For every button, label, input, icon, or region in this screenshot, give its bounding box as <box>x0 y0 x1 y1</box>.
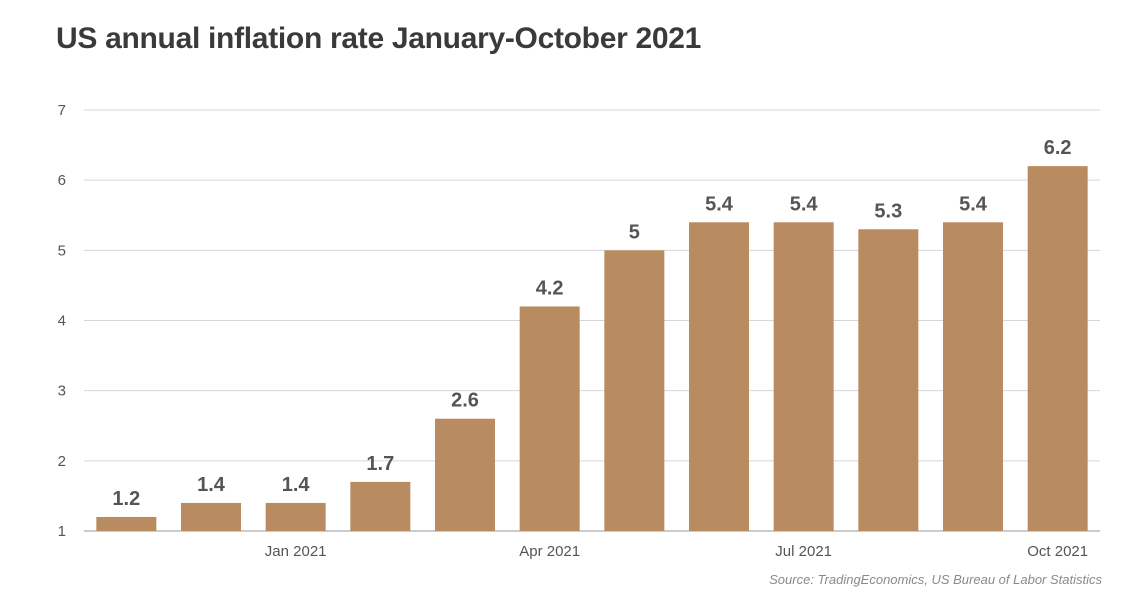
x-tick-label: Jul 2021 <box>775 543 832 560</box>
y-tick-label: 5 <box>58 242 66 259</box>
x-tick-label: Oct 2021 <box>1027 543 1088 560</box>
bar-value-label: 1.7 <box>366 453 394 475</box>
bar <box>265 502 326 531</box>
bar-value-label: 5 <box>629 221 640 243</box>
bar <box>519 306 580 531</box>
chart-title: US annual inflation rate January-October… <box>56 22 702 55</box>
bar-value-label: 5.4 <box>959 193 988 215</box>
x-tick-label: Jan 2021 <box>265 543 327 560</box>
y-tick-label: 4 <box>58 313 66 330</box>
bar-value-label: 5.4 <box>790 193 819 215</box>
bar <box>1027 166 1088 531</box>
bar <box>350 481 411 531</box>
bar <box>943 222 1003 531</box>
y-tick-label: 3 <box>58 383 66 400</box>
bar-value-label: 5.3 <box>874 200 902 222</box>
y-tick-label: 7 <box>58 102 66 119</box>
bar-value-label: 2.6 <box>451 390 479 412</box>
bar <box>435 418 495 531</box>
y-tick-label: 2 <box>58 453 66 470</box>
y-tick-label: 6 <box>58 172 66 189</box>
bar-value-label: 5.4 <box>705 193 734 215</box>
x-tick-label: Apr 2021 <box>519 543 580 560</box>
bar <box>181 502 241 531</box>
source-note: Source: TradingEconomics, US Bureau of L… <box>769 572 1102 587</box>
bar <box>858 229 919 532</box>
bar <box>689 222 749 531</box>
bar-value-label: 4.2 <box>536 277 564 299</box>
bar-value-label: 1.4 <box>197 474 226 496</box>
bar <box>604 250 665 532</box>
y-tick-label: 1 <box>58 523 66 540</box>
bar <box>773 222 834 531</box>
bar <box>96 516 157 531</box>
bar-value-label: 1.2 <box>112 488 140 510</box>
bar-value-label: 1.4 <box>282 474 311 496</box>
bar-value-label: 6.2 <box>1044 137 1072 159</box>
